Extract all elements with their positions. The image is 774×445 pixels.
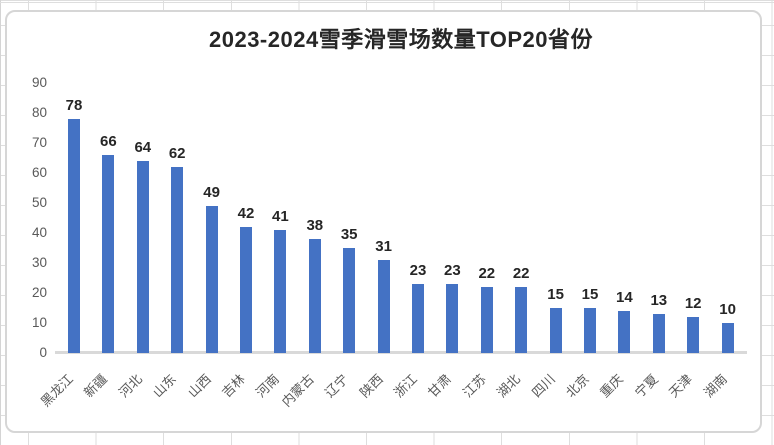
y-tick-label: 20 (31, 285, 47, 300)
x-tick-label: 山东 (150, 371, 180, 401)
bar[interactable] (515, 287, 528, 353)
x-tick-label: 山西 (184, 371, 214, 401)
bar[interactable] (205, 206, 218, 353)
bar-value-label: 41 (272, 208, 289, 225)
bar-chart[interactable]: 2023-2024雪季滑雪场数量TOP20省份 0 10 20 30 40 50 60 70 8… (5, 10, 762, 433)
bar-value-label: 49 (203, 184, 220, 201)
y-tick-label: 60 (31, 165, 47, 180)
x-tick-label: 河南 (253, 371, 283, 401)
x-tick-label: 甘肃 (425, 371, 455, 401)
bar[interactable] (102, 155, 115, 353)
bar-value-label: 12 (684, 295, 702, 312)
x-tick-label: 北京 (562, 371, 592, 401)
y-tick-label: 10 (31, 315, 47, 330)
bar[interactable] (549, 308, 562, 353)
x-tick-label: 四川 (528, 371, 558, 401)
bar[interactable] (308, 239, 321, 353)
bar[interactable] (687, 317, 700, 353)
y-tick-label: 70 (31, 135, 47, 150)
x-tick-label: 重庆 (597, 371, 627, 401)
bar-value-label: 10 (719, 301, 736, 318)
x-tick-label: 浙江 (390, 371, 420, 401)
bar[interactable] (721, 323, 734, 353)
bar-value-label: 64 (134, 139, 152, 156)
bar-value-label: 22 (478, 265, 496, 282)
x-tick-label: 新疆 (81, 371, 111, 401)
x-tick-label: 吉林 (218, 371, 248, 401)
bar[interactable] (652, 314, 665, 353)
left-gridline (0, 0, 1, 445)
bar-value-label: 38 (306, 217, 324, 234)
bar-value-label: 13 (650, 292, 668, 309)
bar[interactable] (377, 260, 390, 353)
x-tick-label: 江苏 (459, 371, 489, 401)
bar-value-label: 62 (168, 145, 186, 162)
y-tick-label: 30 (31, 255, 47, 270)
bar-value-label: 22 (512, 265, 530, 282)
bar[interactable] (584, 308, 596, 353)
bar[interactable] (171, 167, 184, 353)
x-tick-label: 陕西 (356, 371, 386, 401)
bar[interactable] (480, 287, 493, 353)
bar[interactable] (343, 248, 356, 353)
bar-value-label: 31 (375, 238, 392, 255)
x-axis-line (55, 351, 747, 354)
plot-area: 0 10 20 30 40 50 60 70 80 90 78 66 64 62 49 42 41 38 35 31… (7, 12, 760, 431)
x-tick-label: 天津 (666, 371, 696, 401)
bar-value-label: 35 (340, 226, 358, 243)
y-tick-label: 80 (31, 105, 47, 120)
bar-value-label: 23 (409, 262, 427, 279)
bar-value-label: 66 (100, 133, 117, 150)
y-tick-label: 50 (31, 195, 47, 210)
bar-value-label: 15 (547, 286, 564, 303)
bar[interactable] (412, 284, 424, 353)
y-tick-label: 40 (31, 225, 47, 240)
x-tick-label: 黑龙江 (37, 371, 76, 410)
bar-value-label: 15 (581, 286, 599, 303)
bar[interactable] (274, 230, 287, 353)
y-tick-label: 90 (31, 75, 47, 90)
x-tick-label: 内蒙古 (278, 371, 317, 410)
x-tick-label: 湖南 (700, 371, 730, 401)
top-gridline (0, 2, 774, 3)
bar-value-label: 78 (65, 97, 83, 114)
y-tick-label: 0 (39, 345, 47, 360)
bar[interactable] (240, 227, 252, 353)
x-tick-label: 湖北 (494, 371, 524, 401)
bar[interactable] (446, 284, 459, 353)
x-tick-label: 辽宁 (322, 371, 352, 401)
bar-value-label: 42 (237, 205, 255, 222)
bar-value-label: 14 (616, 289, 633, 306)
bar[interactable] (136, 161, 149, 353)
chart-title: 2023-2024雪季滑雪场数量TOP20省份 (208, 27, 593, 52)
x-tick-label: 河北 (115, 371, 145, 401)
bar[interactable] (68, 119, 80, 353)
bar-value-label: 23 (444, 262, 461, 279)
bar[interactable] (618, 311, 631, 353)
x-tick-label: 宁夏 (631, 371, 661, 401)
